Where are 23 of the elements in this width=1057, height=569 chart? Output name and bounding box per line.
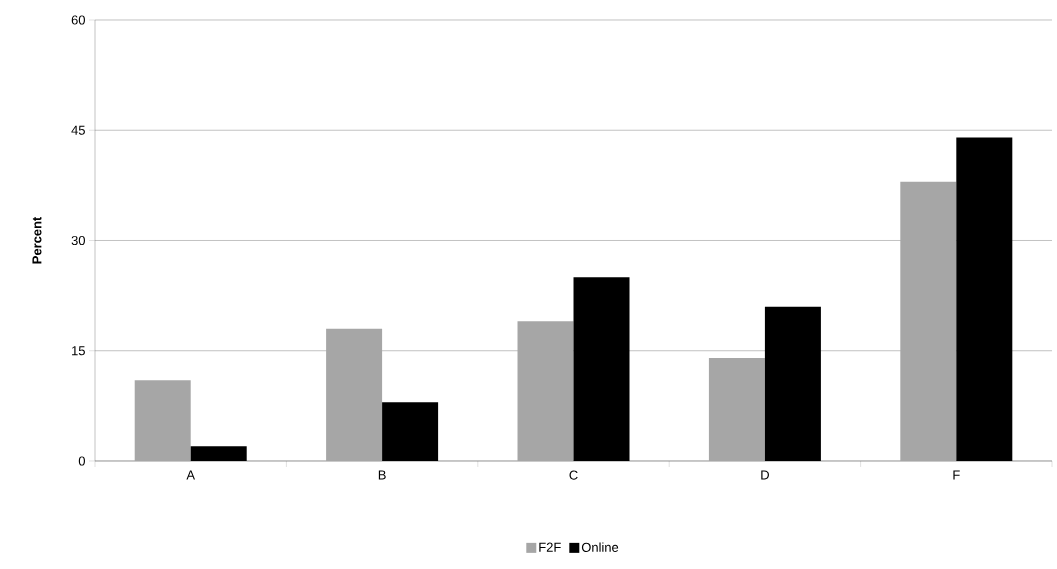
bar: [190, 446, 247, 461]
bar: [900, 181, 957, 461]
y-axis-title: Percent: [32, 216, 42, 264]
y-tick-label: 45: [71, 125, 85, 135]
x-tick-label: A: [186, 470, 195, 480]
bar: [708, 358, 765, 461]
bar: [573, 277, 630, 461]
x-tick-label: D: [761, 470, 769, 480]
bar: [764, 306, 821, 461]
y-tick-label: 15: [72, 346, 85, 356]
y-tick-label: 30: [71, 235, 85, 246]
bar: [956, 137, 1013, 461]
bar: [517, 321, 574, 461]
legend-label: F2F: [539, 542, 561, 552]
x-tick-label: F: [953, 470, 960, 480]
y-tick-label: 60: [71, 15, 85, 25]
y-tick-label: 0: [78, 456, 85, 466]
bar: [134, 380, 191, 461]
bar: [382, 402, 439, 461]
bar: [326, 328, 383, 461]
x-tick-label: C: [569, 470, 578, 480]
x-tick-label: B: [378, 470, 386, 480]
legend-label: Online: [581, 542, 619, 552]
